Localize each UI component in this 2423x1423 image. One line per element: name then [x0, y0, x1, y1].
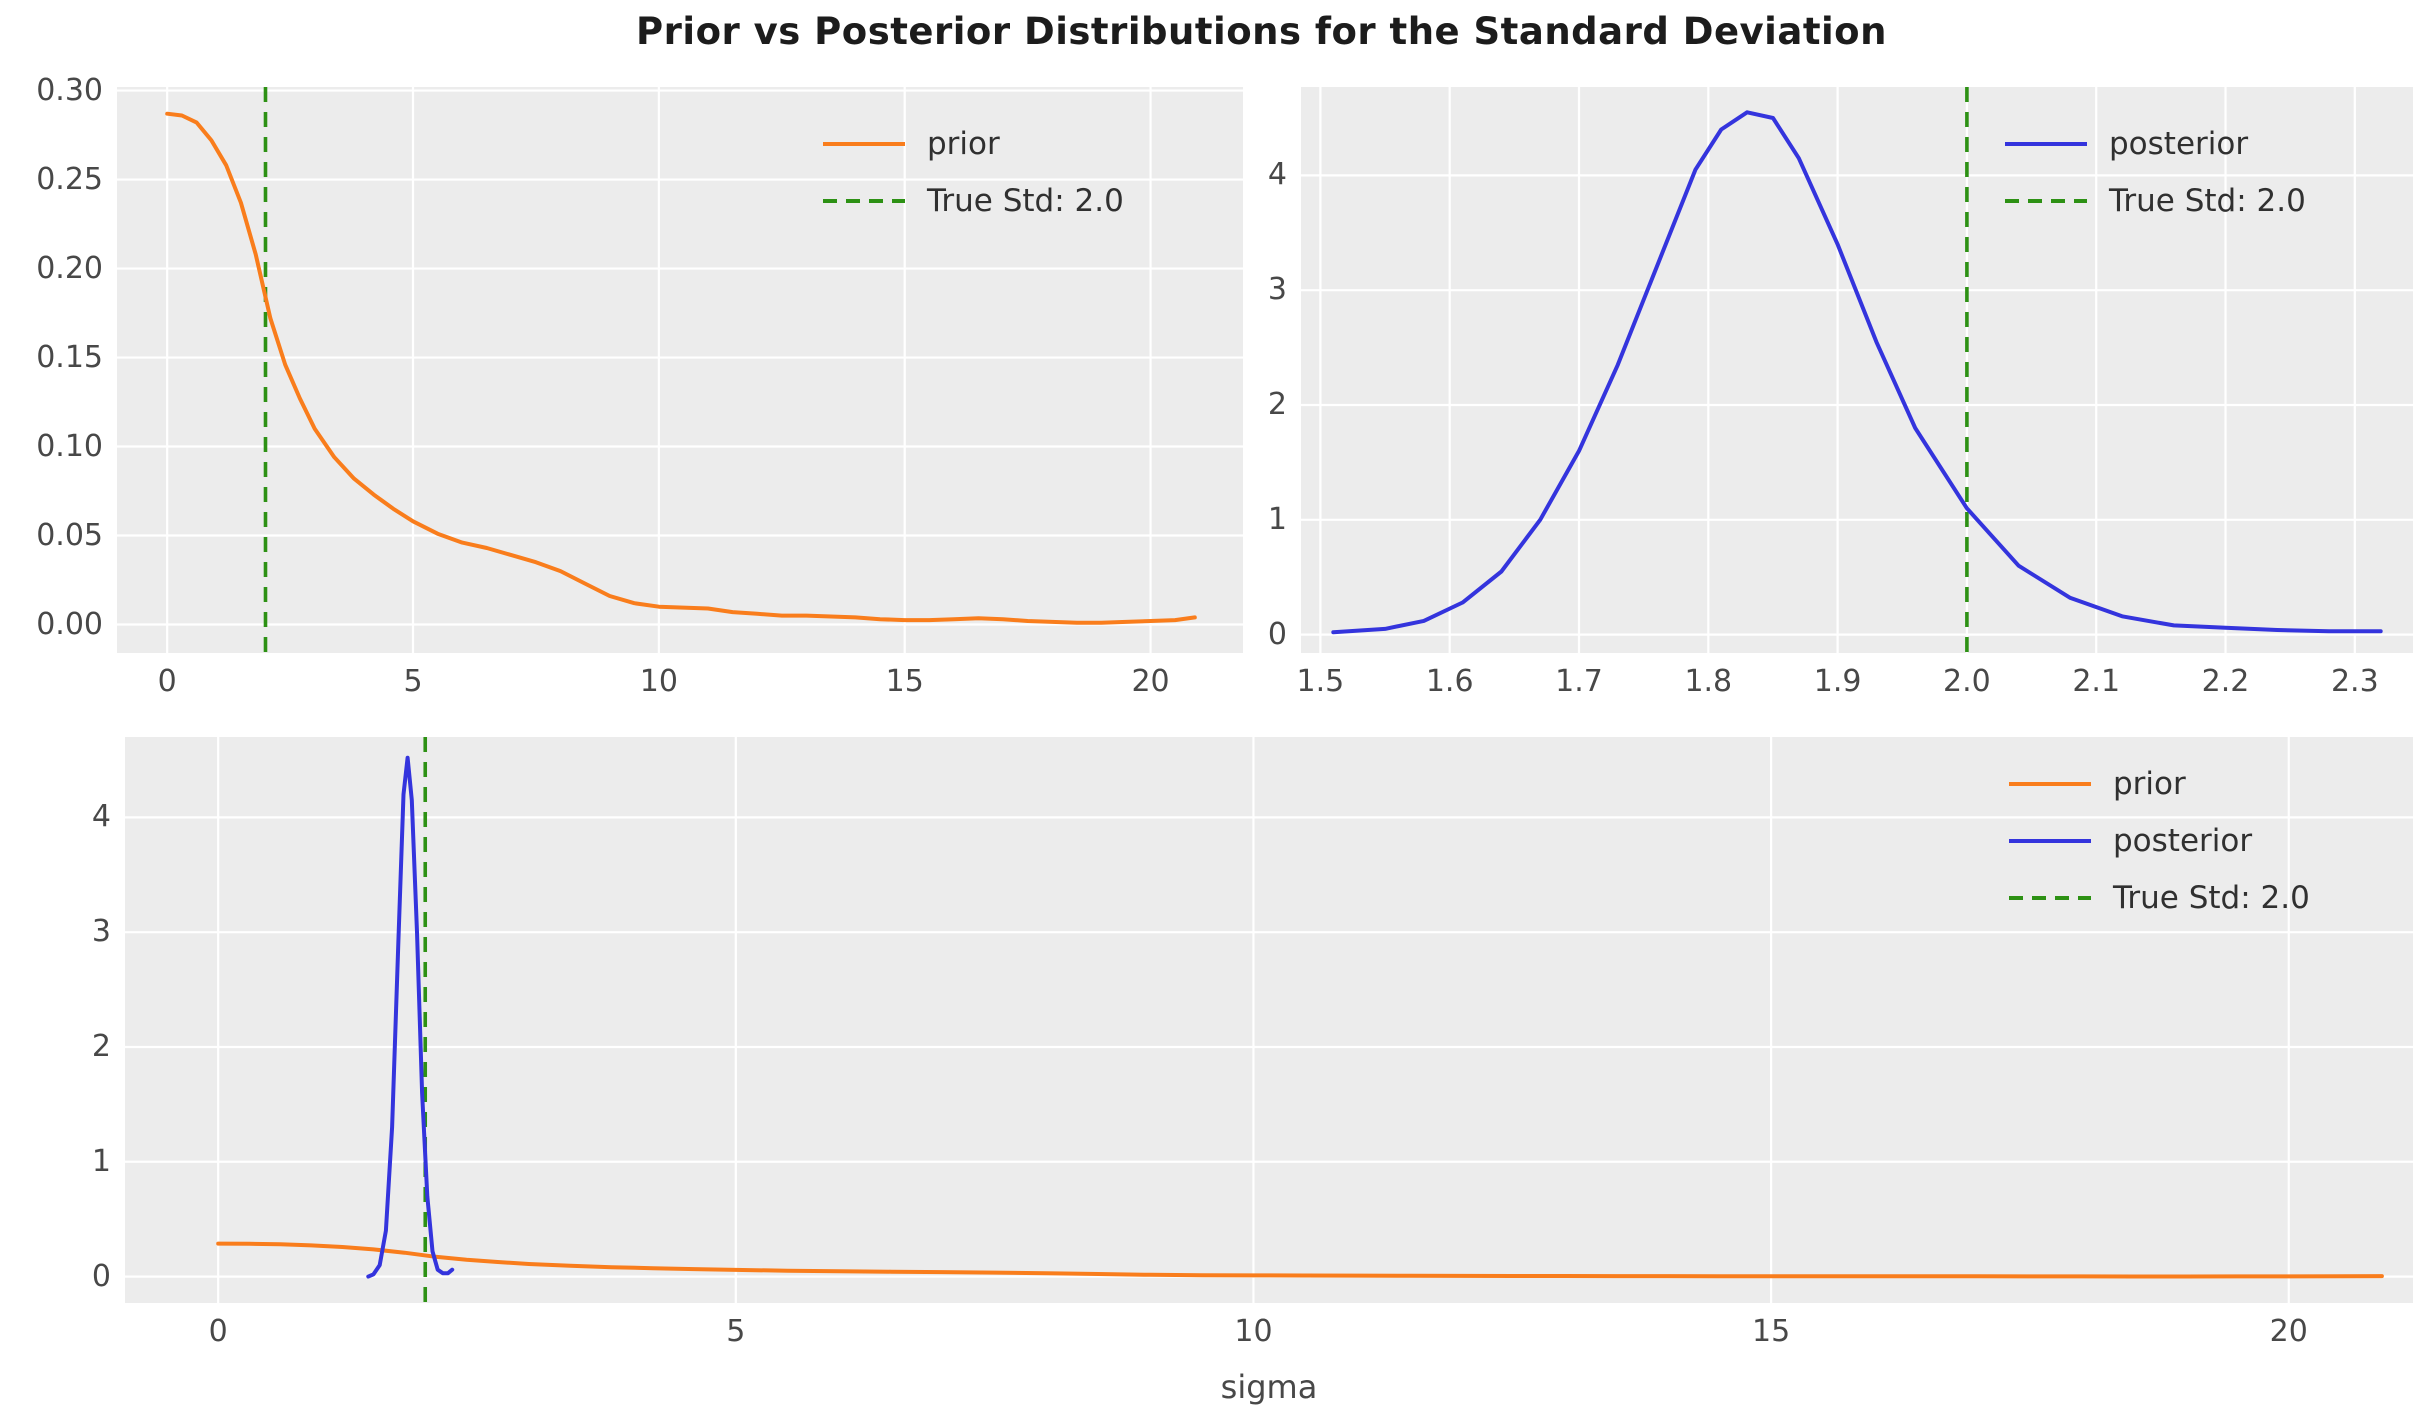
legend-label: posterior — [2109, 125, 2249, 162]
posterior-curve — [1331, 110, 2383, 635]
figure-title: Prior vs Posterior Distributions for the… — [636, 10, 1887, 53]
y-tick-label: 0.15 — [36, 339, 103, 375]
x-axis-label-sigma: sigma — [1220, 1368, 1318, 1406]
plot-background — [125, 737, 2413, 1303]
legend-item: True Std: 2.0 — [2005, 172, 2306, 229]
legend-line-swatch — [823, 141, 905, 146]
legend-item: prior — [2009, 755, 2310, 812]
x-tick-label: 15 — [1752, 1314, 1791, 1349]
x-tick-label: 10 — [639, 664, 678, 699]
x-tick-label: 5 — [726, 1314, 746, 1349]
legend-line-swatch — [2005, 141, 2087, 146]
chart-prior-top-left: prior True Std: 2.0 0 5 10 15 20 0.00 0.05 0.10 0… — [36, 75, 1243, 697]
y-tick-label: 4 — [1267, 157, 1287, 193]
legend-label: True Std: 2.0 — [927, 182, 1124, 219]
y-tick-label: 3 — [91, 914, 111, 950]
plot-area — [117, 87, 1243, 662]
plot-background — [117, 87, 1243, 653]
x-tick-label: 0 — [208, 1314, 228, 1349]
y-tick-label: 0.05 — [36, 517, 103, 553]
y-tick-label: 2 — [1267, 387, 1287, 423]
plot-area — [1301, 87, 2413, 662]
x-tick-label: 15 — [885, 664, 924, 699]
x-tick-label: 5 — [403, 664, 423, 699]
legend-line-swatch — [2009, 781, 2091, 786]
x-tick-label: 1.9 — [1813, 664, 1862, 699]
legend-dashed-line-swatch — [823, 198, 905, 203]
y-tick-label: 0 — [1267, 616, 1287, 652]
x-tick-label: 1.5 — [1296, 664, 1345, 699]
y-tick-label: 4 — [91, 799, 111, 835]
y-tick-label: 1 — [1267, 501, 1287, 537]
prior-curve — [216, 1241, 2384, 1279]
legend-label: prior — [2113, 765, 2186, 802]
x-tick-label: 10 — [1234, 1314, 1273, 1349]
x-tick-label: 2.0 — [1943, 664, 1991, 699]
legend-line-swatch — [2009, 838, 2091, 843]
legend-bottom: prior posterior True Std: 2.0 — [2009, 755, 2310, 926]
plot-background — [1301, 87, 2413, 653]
x-tick-label: 1.7 — [1555, 664, 1603, 699]
posterior-curve — [366, 755, 455, 1279]
prior-curve — [165, 111, 1197, 625]
y-tick-label: 2 — [91, 1028, 111, 1064]
x-tick-label: 0 — [157, 664, 177, 699]
chart-posterior-top-right: posterior True Std: 2.0 1.5 1.6 1.7 1.8 1.9 2.… — [1268, 87, 2413, 697]
legend-top-left: prior True Std: 2.0 — [823, 115, 1124, 229]
y-tick-label: 0.30 — [36, 72, 103, 108]
legend-label: True Std: 2.0 — [2109, 182, 2306, 219]
y-tick-label: 0.10 — [36, 428, 103, 464]
x-tick-label: 20 — [1131, 664, 1170, 699]
legend-top-right: posterior True Std: 2.0 — [2005, 115, 2306, 229]
x-tick-label: 1.6 — [1425, 664, 1474, 699]
plot-area — [125, 737, 2413, 1312]
legend-item: posterior — [2009, 812, 2310, 869]
y-tick-label: 3 — [1267, 272, 1287, 308]
legend-label: prior — [927, 125, 1000, 162]
legend-item: True Std: 2.0 — [823, 172, 1124, 229]
x-tick-label: 2.2 — [2201, 664, 2250, 699]
y-tick-label: 0.20 — [36, 250, 103, 286]
y-tick-label: 0.00 — [36, 606, 103, 642]
y-tick-label: 0 — [91, 1258, 111, 1294]
legend-label: True Std: 2.0 — [2113, 879, 2310, 916]
legend-label: posterior — [2113, 822, 2253, 859]
legend-item: True Std: 2.0 — [2009, 869, 2310, 926]
legend-dashed-line-swatch — [2009, 895, 2091, 900]
y-tick-label: 0.25 — [36, 161, 103, 197]
x-tick-label: 2.1 — [2072, 664, 2121, 699]
legend-dashed-line-swatch — [2005, 198, 2087, 203]
x-tick-label: 2.3 — [2330, 664, 2379, 699]
x-tick-label: 1.8 — [1684, 664, 1733, 699]
legend-item: prior — [823, 115, 1124, 172]
x-tick-label: 20 — [2269, 1314, 2308, 1349]
y-tick-label: 1 — [91, 1143, 111, 1179]
legend-item: posterior — [2005, 115, 2306, 172]
chart-combined-bottom: prior posterior True Std: 2.0 0 5 10 15 20 0 1 2 3… — [92, 737, 2413, 1347]
